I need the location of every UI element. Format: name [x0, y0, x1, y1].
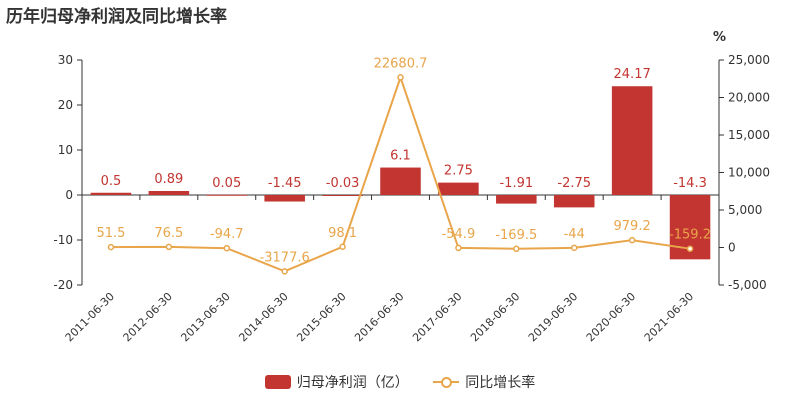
growth-point — [223, 244, 231, 252]
bar-data-label: 2.75 — [444, 164, 473, 179]
bar-data-label: -0.03 — [326, 176, 360, 191]
growth-data-label: -44 — [564, 227, 585, 242]
bar — [380, 167, 421, 195]
y-right-tick-label: 15,000 — [728, 128, 770, 142]
y-right-tick-label: 20,000 — [728, 91, 770, 105]
growth-point — [513, 245, 520, 253]
growth-point — [281, 268, 288, 275]
growth-point — [397, 74, 404, 81]
x-tick-label: 2011-06-30 — [63, 290, 117, 344]
x-tick-label: 2013-06-30 — [178, 290, 232, 344]
bar-data-label: 0.05 — [212, 176, 241, 191]
legend-line-label: 同比增长率 — [465, 375, 536, 391]
x-tick-label: 2016-06-30 — [352, 290, 406, 344]
y-left-tick-label: 10 — [58, 143, 73, 157]
growth-data-label: -94.7 — [210, 227, 244, 242]
x-tick-label: 2021-06-30 — [642, 290, 696, 344]
y-left-tick-label: 20 — [58, 98, 73, 112]
bar-data-label: 24.17 — [614, 67, 651, 82]
bar-data-label: 6.1 — [390, 149, 411, 164]
bar-data-label: -1.91 — [499, 176, 533, 191]
growth-point — [107, 243, 115, 251]
y-left-tick-label: -20 — [53, 278, 73, 292]
y-left-tick-label: -10 — [53, 233, 73, 247]
chart-title: 历年归母净利润及同比增长率 — [6, 7, 227, 27]
growth-data-label: 76.5 — [154, 226, 183, 241]
bar — [206, 194, 248, 196]
growth-point — [628, 236, 636, 244]
y-right-tick-label: -5,000 — [728, 278, 767, 292]
right-axis-unit: % — [713, 30, 727, 45]
growth-point — [165, 243, 173, 251]
bar — [148, 190, 190, 195]
growth-point — [686, 245, 694, 252]
legend-item-line[interactable]: 同比增长率 — [433, 372, 535, 392]
bar — [90, 192, 132, 195]
x-tick-label: 2017-06-30 — [410, 290, 464, 344]
bar-data-label: 0.89 — [154, 172, 183, 187]
y-right-tick-label: 10,000 — [728, 166, 770, 180]
legend-item-bar[interactable]: 归母净利润（亿） — [264, 372, 409, 392]
legend: 归母净利润（亿） 同比增长率 — [0, 372, 800, 393]
bar — [438, 182, 479, 195]
bar-data-label: -1.45 — [268, 176, 302, 191]
y-left-tick-label: 0 — [65, 188, 73, 202]
x-tick-label: 2012-06-30 — [121, 290, 175, 344]
growth-point — [570, 244, 578, 252]
growth-data-label: 22680.7 — [374, 56, 428, 71]
growth-data-label: 979.2 — [614, 219, 651, 234]
growth-data-label: -54.9 — [442, 227, 476, 242]
y-right-tick-label: 5,000 — [728, 203, 762, 217]
x-tick-label: 2015-06-30 — [294, 290, 348, 344]
growth-data-label: -3177.6 — [260, 250, 310, 265]
growth-data-label: -159.2 — [669, 228, 711, 243]
bar-data-label: 0.5 — [101, 174, 122, 189]
growth-point — [455, 244, 462, 252]
y-left-tick-label: 30 — [58, 53, 73, 67]
bar — [611, 86, 653, 195]
bar — [553, 195, 595, 208]
x-tick-label: 2014-06-30 — [236, 290, 290, 344]
legend-bar-label: 归母净利润（亿） — [296, 375, 409, 391]
bar — [322, 195, 363, 196]
growth-data-label: -169.5 — [495, 228, 537, 243]
x-tick-label: 2020-06-30 — [584, 290, 638, 344]
legend-bar-swatch — [264, 375, 291, 389]
bar — [264, 195, 305, 202]
legend-line-swatch — [433, 375, 460, 389]
bar — [496, 195, 537, 204]
x-tick-label: 2018-06-30 — [468, 290, 522, 344]
y-right-tick-label: 25,000 — [728, 53, 770, 67]
growth-data-label: 98.1 — [328, 226, 357, 241]
y-right-tick-label: 0 — [728, 241, 736, 255]
bar-data-label: -2.75 — [557, 176, 591, 191]
x-tick-label: 2019-06-30 — [526, 290, 580, 344]
growth-point — [339, 243, 346, 251]
growth-data-label: 51.5 — [96, 226, 125, 241]
bar-data-label: -14.3 — [673, 176, 707, 191]
